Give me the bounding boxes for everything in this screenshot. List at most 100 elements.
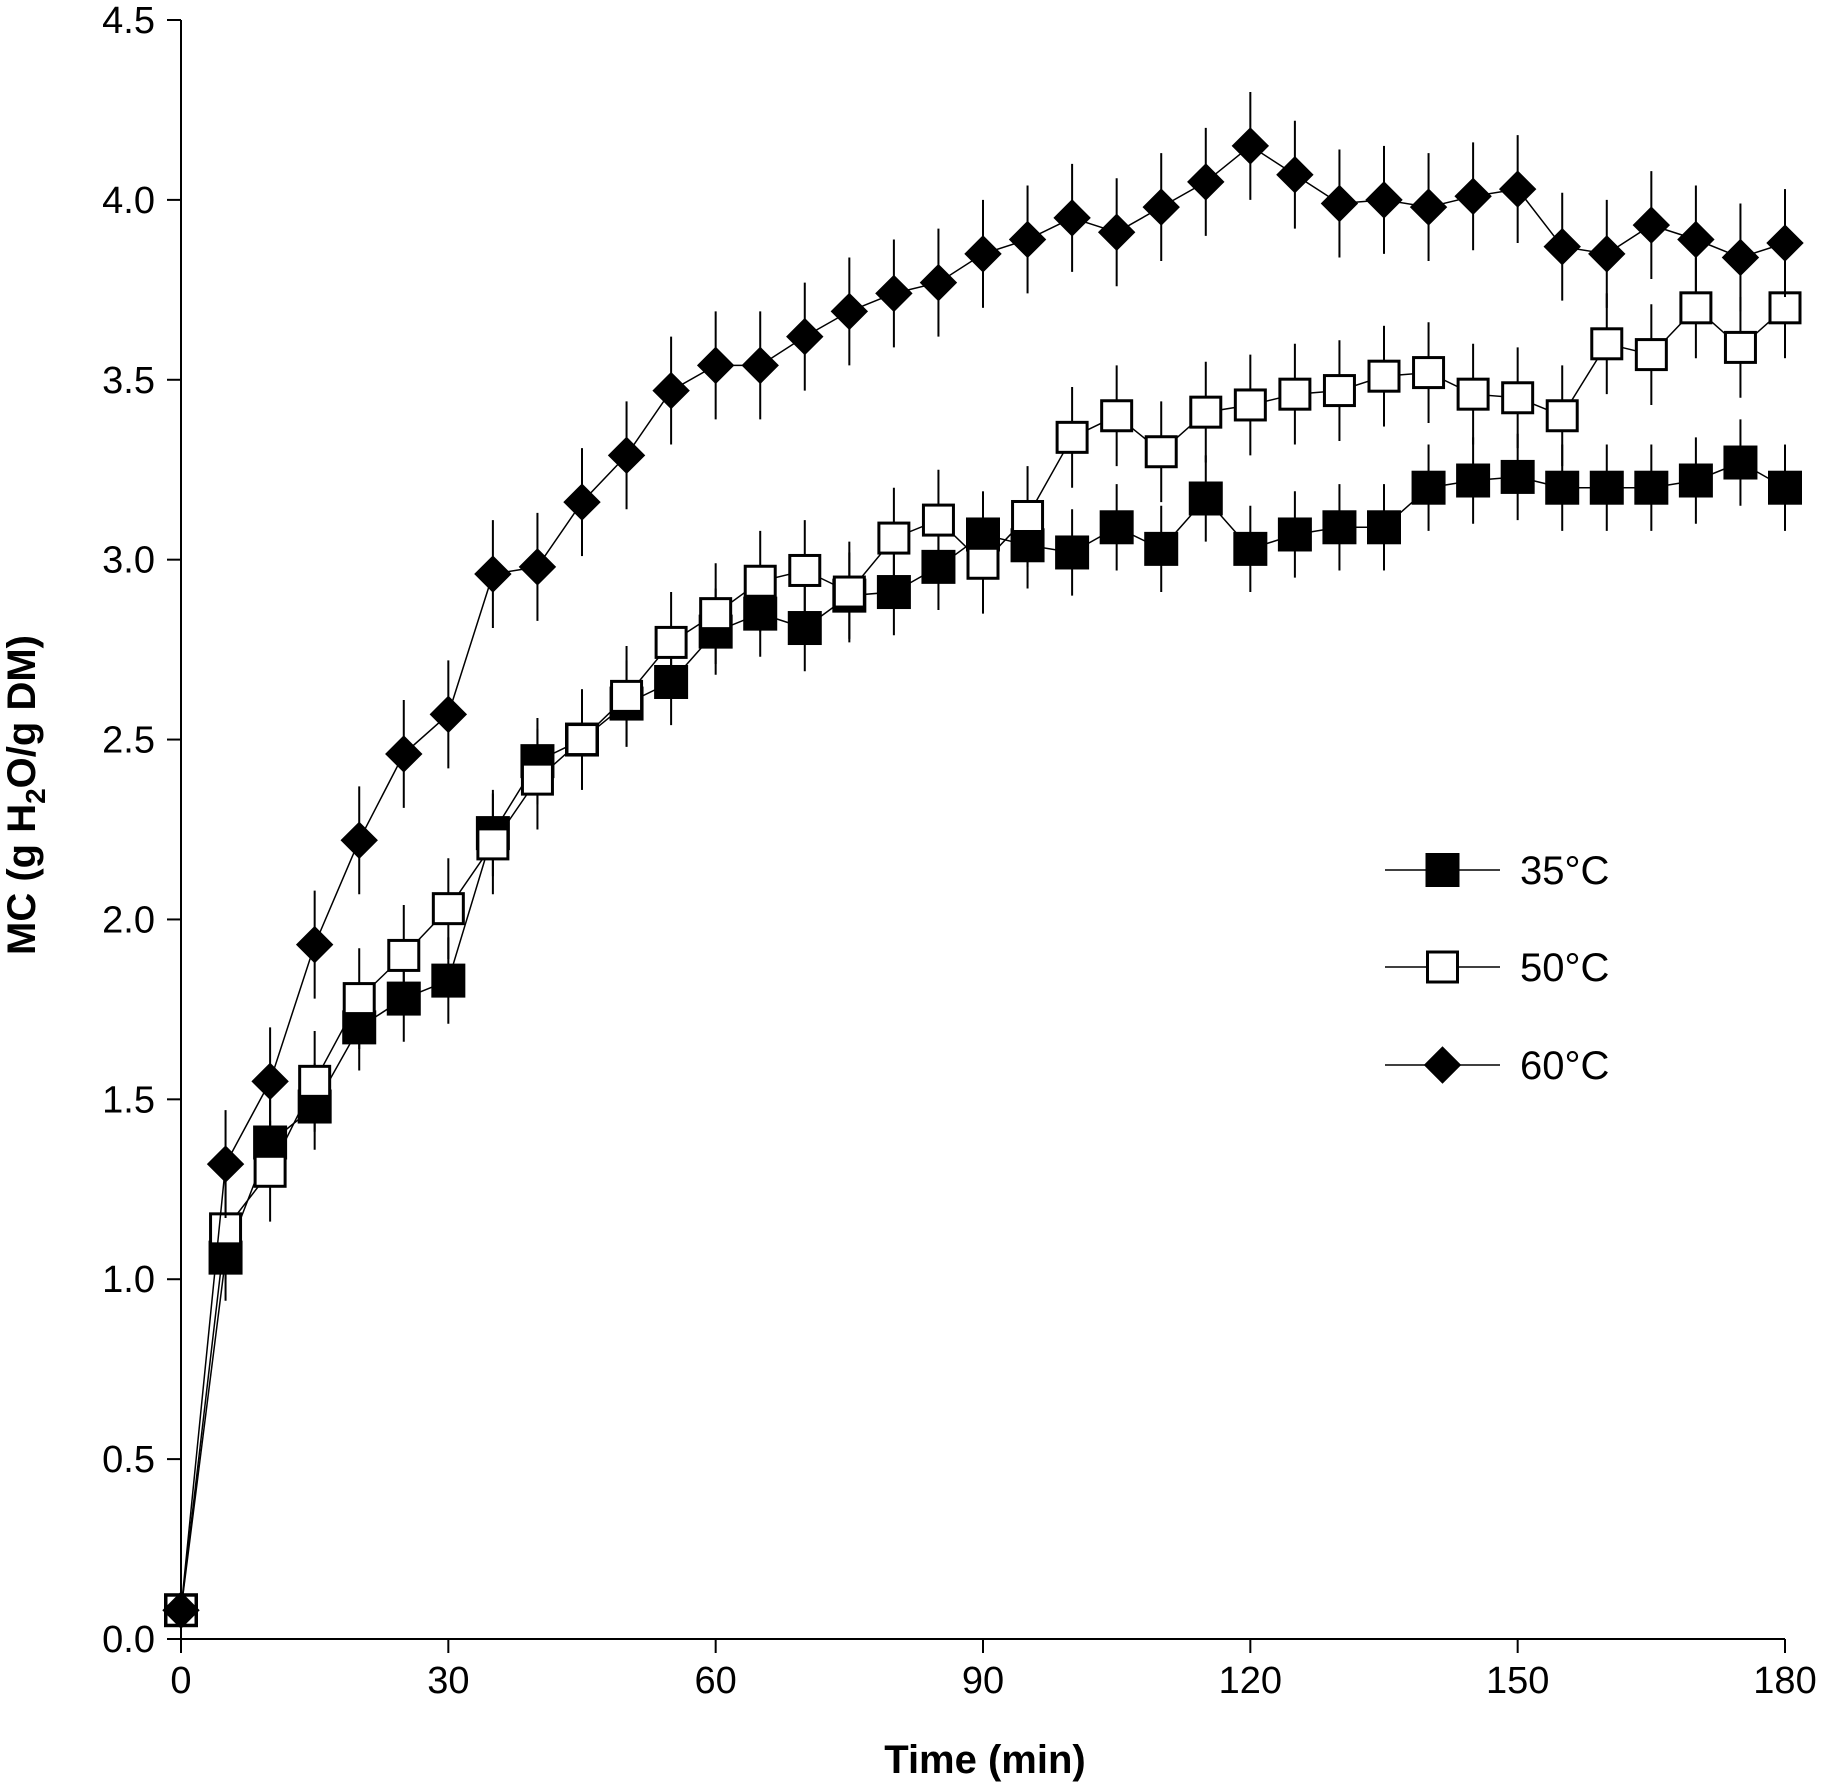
data-point bbox=[1277, 517, 1312, 552]
legend-item-1: 35°C bbox=[1385, 849, 1609, 893]
data-point bbox=[1721, 238, 1760, 277]
data-point bbox=[652, 371, 690, 410]
legend-marker bbox=[1426, 950, 1459, 984]
data-point bbox=[431, 963, 466, 998]
legend-item-3: 60°C bbox=[1385, 1044, 1609, 1088]
data-point bbox=[1409, 188, 1448, 226]
data-point bbox=[1320, 184, 1359, 223]
y-tick-label: 3.5 bbox=[102, 360, 155, 402]
data-point bbox=[429, 695, 468, 734]
y-tick-label: 3.0 bbox=[102, 540, 155, 582]
data-point bbox=[921, 503, 955, 537]
data-point bbox=[1367, 510, 1401, 545]
data-point bbox=[919, 263, 958, 302]
x-axis-title: Time (min) bbox=[884, 1738, 1086, 1782]
data-point bbox=[1276, 155, 1314, 194]
data-point bbox=[209, 1212, 243, 1246]
data-point bbox=[1723, 445, 1758, 480]
data-point bbox=[699, 597, 733, 631]
data-point bbox=[1412, 356, 1446, 390]
series-layer bbox=[162, 91, 1804, 1629]
data-point bbox=[1768, 470, 1802, 505]
data-point bbox=[1677, 220, 1715, 259]
data-point bbox=[1545, 470, 1580, 505]
series-2 bbox=[164, 257, 1802, 1627]
legend-label: 50°C bbox=[1520, 946, 1609, 990]
data-point bbox=[340, 821, 378, 860]
data-point bbox=[1188, 481, 1223, 516]
series-3 bbox=[162, 91, 1804, 1629]
data-point bbox=[1233, 531, 1268, 566]
data-point bbox=[387, 938, 421, 972]
data-point bbox=[1589, 470, 1624, 505]
data-point bbox=[1498, 170, 1537, 208]
data-point bbox=[1144, 531, 1179, 566]
legend-marker bbox=[1423, 1046, 1462, 1084]
y-axis-title-part1: MC (g H bbox=[0, 804, 44, 955]
data-point bbox=[518, 548, 557, 586]
data-point bbox=[1097, 213, 1136, 251]
data-point bbox=[253, 1154, 287, 1188]
data-point bbox=[565, 723, 599, 757]
data-point bbox=[1233, 388, 1267, 422]
legend-label: 35°C bbox=[1520, 849, 1609, 893]
data-point bbox=[474, 555, 512, 593]
data-point bbox=[654, 625, 688, 659]
data-point bbox=[1500, 459, 1535, 494]
data-point bbox=[1278, 377, 1312, 411]
data-point bbox=[1456, 463, 1491, 498]
data-point bbox=[342, 982, 376, 1016]
data-point bbox=[476, 827, 510, 861]
data-point bbox=[786, 317, 824, 356]
data-point bbox=[431, 892, 465, 926]
data-point bbox=[1365, 181, 1403, 219]
legend-label: 60°C bbox=[1520, 1044, 1609, 1088]
data-point bbox=[1768, 291, 1802, 325]
data-point bbox=[830, 292, 869, 331]
x-tick-label: 30 bbox=[427, 1660, 469, 1702]
data-point bbox=[1011, 499, 1045, 533]
data-point bbox=[1322, 374, 1356, 408]
y-tick-label: 4.5 bbox=[102, 0, 155, 42]
data-point bbox=[520, 762, 554, 796]
data-point bbox=[295, 925, 334, 964]
data-point bbox=[788, 553, 822, 587]
y-tick-label: 2.5 bbox=[102, 720, 155, 762]
legend-item-2: 50°C bbox=[1385, 946, 1609, 990]
x-tick-label: 150 bbox=[1486, 1660, 1549, 1702]
data-point bbox=[964, 235, 1002, 273]
data-point bbox=[1055, 535, 1090, 570]
data-point bbox=[696, 346, 735, 385]
data-point bbox=[1456, 377, 1490, 411]
data-point bbox=[1766, 224, 1804, 262]
data-point bbox=[607, 436, 646, 475]
x-tick-label: 90 bbox=[962, 1660, 1004, 1702]
y-tick-label: 2.0 bbox=[102, 899, 155, 941]
data-point bbox=[162, 1591, 200, 1629]
data-point bbox=[1008, 220, 1047, 259]
data-point bbox=[251, 1062, 289, 1101]
data-point bbox=[1100, 399, 1134, 433]
y-tick-label: 1.5 bbox=[102, 1079, 155, 1121]
data-point bbox=[1590, 327, 1624, 361]
y-tick-label: 0.5 bbox=[102, 1439, 155, 1481]
data-point bbox=[1634, 338, 1668, 372]
data-point bbox=[1053, 199, 1091, 237]
x-tick-label: 120 bbox=[1219, 1660, 1282, 1702]
data-point bbox=[743, 564, 777, 598]
x-tick-label: 0 bbox=[170, 1660, 191, 1702]
data-point bbox=[610, 679, 644, 713]
data-point bbox=[875, 274, 913, 313]
data-point bbox=[966, 546, 1000, 580]
data-point bbox=[1055, 420, 1089, 454]
data-point bbox=[1723, 330, 1757, 364]
data-point bbox=[832, 575, 866, 609]
data-point bbox=[1099, 510, 1134, 545]
data-point bbox=[1187, 163, 1225, 201]
data-point bbox=[1634, 470, 1669, 505]
data-point bbox=[1367, 359, 1401, 393]
y-tick-label: 1.0 bbox=[102, 1259, 155, 1301]
legend: 35°C 50°C 60°C bbox=[1385, 849, 1609, 1088]
data-point bbox=[1411, 470, 1446, 505]
